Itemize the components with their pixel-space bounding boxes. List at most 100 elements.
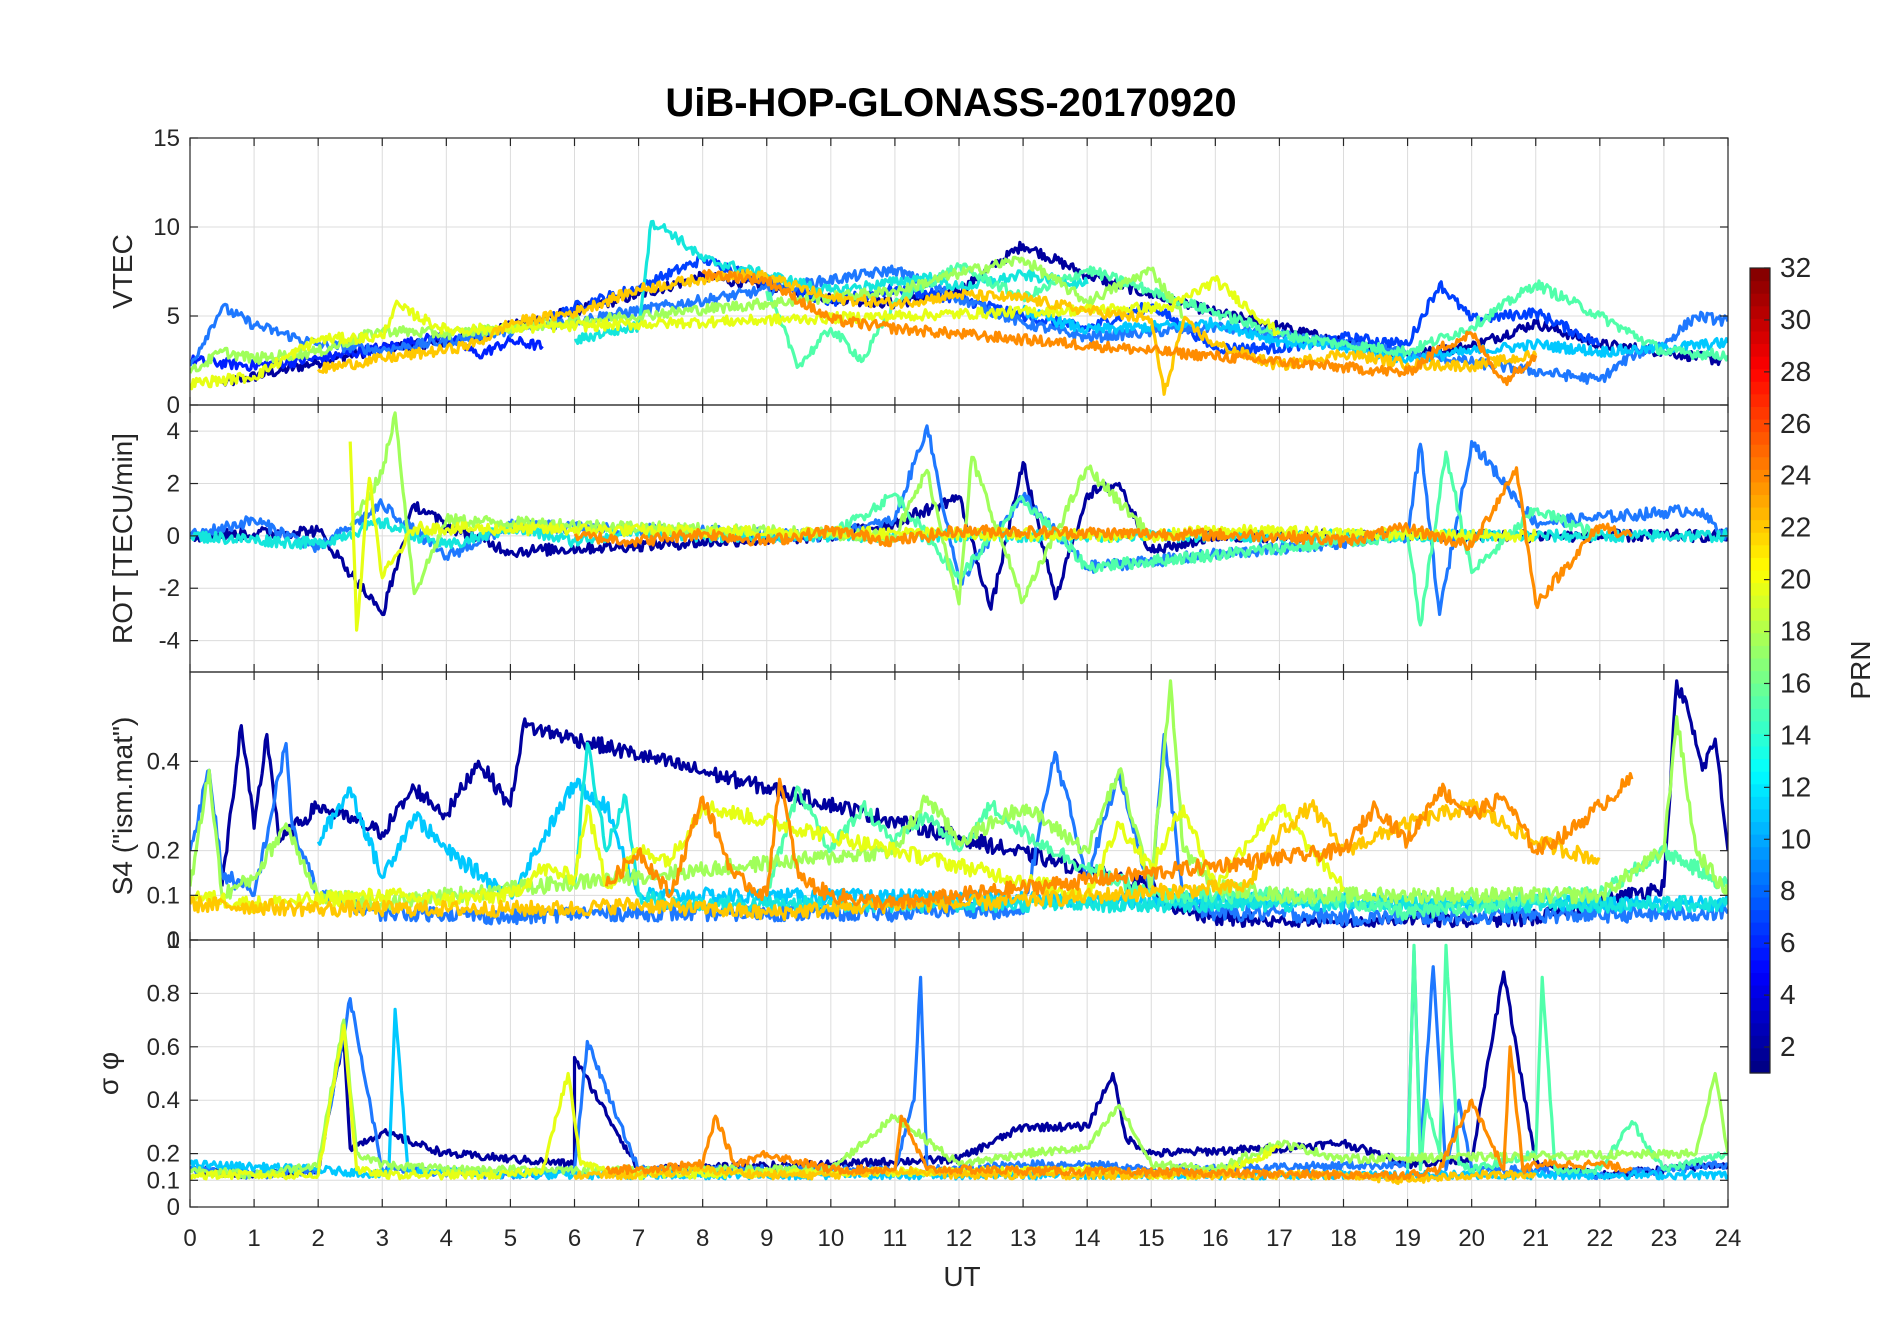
y-tick-label: 0.4: [147, 1087, 180, 1114]
colorbar-segment: [1750, 368, 1770, 382]
colorbar-segment: [1750, 444, 1770, 458]
x-tick-label: 14: [1074, 1225, 1101, 1252]
series-prn-23: [573, 466, 1633, 610]
x-tick-label: 6: [568, 1225, 581, 1252]
colorbar-segment: [1750, 1060, 1770, 1074]
x-tick-label: 15: [1138, 1225, 1165, 1252]
y-tick-label: 0: [167, 927, 180, 954]
colorbar-segment: [1750, 834, 1770, 848]
colorbar-segment: [1750, 544, 1770, 558]
series-group: [190, 943, 1728, 1186]
series-prn-23: [701, 268, 1538, 387]
panel-1: 0 5 10 15 VTEC: [107, 125, 1729, 419]
colorbar-segment: [1750, 871, 1770, 885]
y-tick-label: 0.8: [147, 980, 180, 1007]
colorbar-segment: [1750, 318, 1770, 332]
colorbar-segment: [1750, 406, 1770, 420]
y-tick-label: 5: [167, 303, 180, 330]
colorbar-segment: [1750, 896, 1770, 911]
colorbar-segment: [1750, 771, 1770, 785]
colorbar-segment: [1750, 1035, 1770, 1049]
series-group: [190, 411, 1728, 632]
colorbar-segment: [1750, 720, 1770, 734]
colorbar-segment: [1750, 796, 1770, 810]
colorbar-segment: [1750, 758, 1770, 772]
colorbar-segment: [1750, 632, 1770, 646]
series-prn-8: [190, 264, 1728, 385]
colorbar-segment: [1750, 595, 1770, 609]
colorbar-segment: [1750, 1022, 1770, 1036]
colorbar-tick-label: 26: [1780, 408, 1811, 439]
colorbar-tick-label: 30: [1780, 304, 1811, 335]
colorbar-segment: [1750, 431, 1770, 445]
y-tick-label: -2: [159, 575, 180, 602]
y-axis-label: ROT [TECU/min]: [107, 433, 138, 644]
colorbar-tick-label: 14: [1780, 719, 1811, 750]
y-tick-label: 10: [153, 214, 180, 241]
x-tick-label: 22: [1586, 1225, 1613, 1252]
colorbar-tick-label: 18: [1780, 616, 1811, 647]
colorbar-segment: [1750, 934, 1770, 948]
colorbar-segment: [1750, 695, 1770, 709]
colorbar-segment: [1750, 645, 1770, 659]
colorbar-label: PRN: [1845, 640, 1876, 699]
colorbar-segment: [1750, 381, 1770, 395]
y-tick-label: 2: [167, 471, 180, 498]
y-axis-label: σ φ: [93, 1052, 124, 1095]
colorbar-segment: [1750, 808, 1770, 823]
x-tick-label: 3: [376, 1225, 389, 1252]
colorbar-segment: [1750, 972, 1770, 986]
colorbar-segment: [1750, 683, 1770, 697]
colorbar-segment: [1750, 997, 1770, 1011]
x-tick-label: 21: [1522, 1225, 1549, 1252]
colorbar-segment: [1750, 922, 1770, 936]
colorbar-segment: [1750, 1047, 1770, 1062]
colorbar-tick-label: 4: [1780, 979, 1796, 1010]
panel-4: 00.10.20.40.60.81σ φ: [93, 927, 1729, 1221]
y-tick-label: 0.6: [147, 1034, 180, 1061]
series-prn-19: [190, 1023, 1281, 1181]
y-tick-label: 0.2: [147, 1141, 180, 1168]
x-tick-label: 23: [1651, 1225, 1678, 1252]
colorbar-segment: [1750, 909, 1770, 923]
colorbar-segment: [1750, 859, 1770, 873]
colorbar-tick-label: 6: [1780, 927, 1796, 958]
colorbar-tick-label: 24: [1780, 460, 1811, 491]
colorbar-segment: [1750, 418, 1770, 433]
colorbar-tick-label: 20: [1780, 564, 1811, 595]
y-tick-label: 4: [167, 418, 180, 445]
series-group: [190, 679, 1728, 929]
x-tick-label: 7: [632, 1225, 645, 1252]
x-tick-label: 2: [311, 1225, 324, 1252]
colorbar-segment: [1750, 821, 1770, 835]
x-tick-label: 19: [1394, 1225, 1421, 1252]
colorbar-tick-label: 22: [1780, 512, 1811, 543]
colorbar-segment: [1750, 330, 1770, 345]
x-axis-label: UT: [943, 1261, 980, 1292]
colorbar-segment: [1750, 783, 1770, 797]
colorbar-segment: [1750, 393, 1770, 407]
x-tick-label: 5: [504, 1225, 517, 1252]
y-tick-label: 0.1: [147, 1167, 180, 1194]
colorbar-segment: [1750, 884, 1770, 898]
colorbar-tick-label: 12: [1780, 771, 1811, 802]
y-axis-label: VTEC: [107, 234, 138, 309]
colorbar-segment: [1750, 532, 1770, 546]
colorbar-segment: [1750, 607, 1770, 621]
colorbar-segment: [1750, 481, 1770, 496]
colorbar-segment: [1750, 620, 1770, 634]
x-tick-label: 4: [440, 1225, 453, 1252]
colorbar-segment: [1750, 984, 1770, 999]
chart-title: UiB-HOP-GLONASS-20170920: [665, 81, 1236, 125]
series-prn-23: [605, 1045, 1633, 1181]
x-tick-label: 1: [247, 1225, 260, 1252]
colorbar-frame: [1749, 267, 1771, 1074]
colorbar-segment: [1750, 959, 1770, 973]
series-prn-23: [604, 771, 1634, 911]
colorbar-segment: [1750, 494, 1770, 508]
x-tick-label: 8: [696, 1225, 709, 1252]
x-tick-label: 9: [760, 1225, 773, 1252]
x-tick-label: 0: [183, 1225, 196, 1252]
series-prn-21: [316, 268, 1538, 396]
